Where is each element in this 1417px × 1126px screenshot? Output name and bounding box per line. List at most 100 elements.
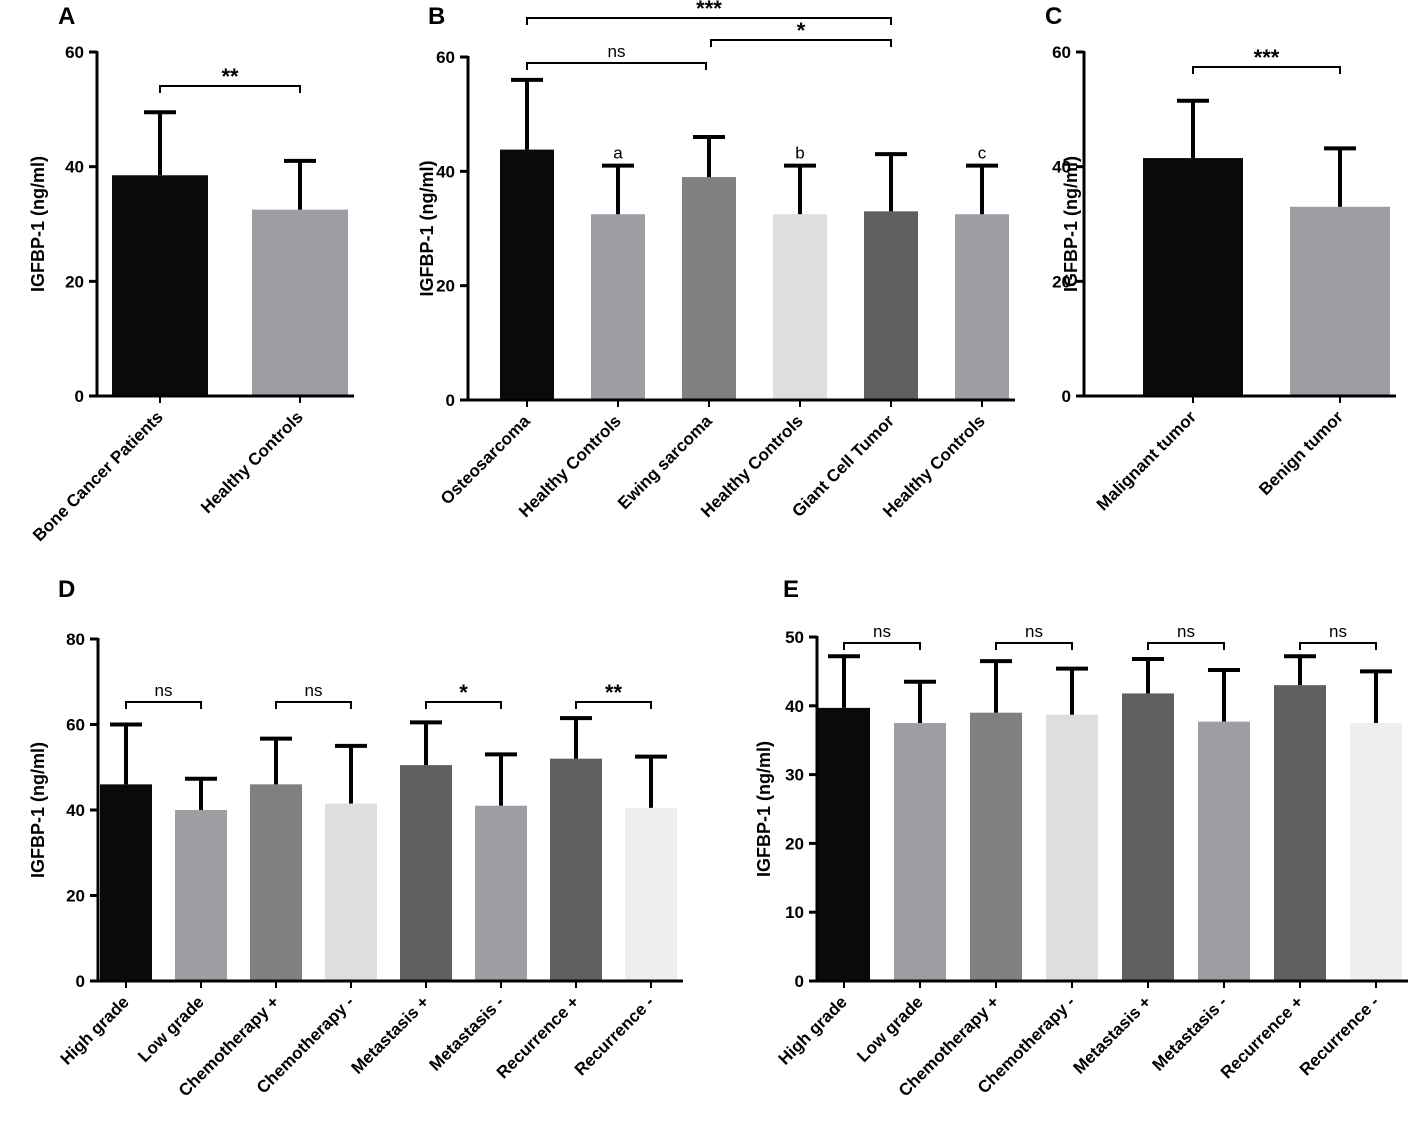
bar bbox=[550, 758, 602, 981]
category-label: Bone Cancer Patients bbox=[29, 407, 167, 545]
category-label: Recurrence - bbox=[1296, 992, 1383, 1079]
y-axis-label: IGFBP-1 (ng/ml) bbox=[754, 741, 774, 877]
panel-letter: C bbox=[1045, 3, 1062, 30]
significance-label: ns bbox=[1329, 622, 1347, 641]
category-label: Benign tumor bbox=[1255, 407, 1347, 499]
category-label: High grade bbox=[57, 992, 133, 1068]
significance-label: ns bbox=[155, 681, 173, 700]
significance-bracket bbox=[843, 642, 921, 650]
y-axis-label: IGFBP-1 (ng/ml) bbox=[417, 161, 437, 297]
y-tick-label: 40 bbox=[66, 801, 85, 820]
category-label: Ewing sarcoma bbox=[614, 411, 716, 513]
bar-letter: b bbox=[795, 144, 804, 163]
category-label: Metastasis - bbox=[426, 992, 508, 1074]
y-tick-label: 20 bbox=[785, 834, 804, 853]
significance-bracket bbox=[526, 17, 892, 25]
y-tick-label: 40 bbox=[785, 697, 804, 716]
category-label: Healthy Controls bbox=[197, 407, 307, 517]
significance-bracket bbox=[275, 701, 352, 709]
significance-bracket bbox=[575, 701, 652, 709]
significance-bracket bbox=[425, 701, 502, 709]
panel-letter: D bbox=[58, 576, 75, 603]
significance-label: ns bbox=[305, 681, 323, 700]
bar-letter: a bbox=[613, 144, 623, 163]
significance-label: * bbox=[459, 680, 468, 705]
y-tick-label: 0 bbox=[446, 391, 455, 410]
panel-letter: E bbox=[783, 576, 799, 603]
category-label: Metastasis + bbox=[348, 992, 433, 1077]
y-axis-label: IGFBP-1 (ng/ml) bbox=[1061, 156, 1081, 292]
bar bbox=[325, 803, 377, 981]
y-tick-label: 50 bbox=[785, 628, 804, 647]
panel-letter: B bbox=[428, 3, 445, 30]
y-axis-label: IGFBP-1 (ng/ml) bbox=[28, 742, 48, 878]
bar bbox=[1290, 206, 1390, 396]
y-tick-label: 60 bbox=[1052, 43, 1071, 62]
significance-label: ns bbox=[1177, 622, 1195, 641]
bar bbox=[1046, 714, 1098, 981]
bar bbox=[252, 209, 348, 396]
significance-label: ns bbox=[873, 622, 891, 641]
category-label: Low grade bbox=[134, 992, 208, 1066]
bar bbox=[100, 784, 152, 981]
bar bbox=[1198, 721, 1250, 981]
category-label: Metastasis - bbox=[1149, 992, 1231, 1074]
bar bbox=[591, 214, 645, 400]
significance-bracket bbox=[995, 642, 1073, 650]
y-tick-label: 10 bbox=[785, 903, 804, 922]
y-tick-label: 20 bbox=[65, 272, 84, 291]
y-tick-label: 40 bbox=[65, 158, 84, 177]
bar bbox=[112, 175, 208, 396]
y-tick-label: 0 bbox=[795, 972, 804, 991]
y-tick-label: 40 bbox=[1052, 158, 1071, 177]
bar bbox=[1122, 693, 1174, 981]
bar bbox=[500, 149, 554, 400]
y-axis-label: IGFBP-1 (ng/ml) bbox=[28, 156, 48, 292]
panel-letter: A bbox=[58, 3, 75, 30]
panel-b: B IGFBP-1 (ng/ml) Osteosarcoma a Healthy Con… bbox=[417, 0, 1015, 521]
significance-bracket bbox=[125, 701, 202, 709]
significance-bracket bbox=[1299, 642, 1377, 650]
bar bbox=[970, 712, 1022, 981]
bar bbox=[250, 784, 302, 981]
bar bbox=[1274, 685, 1326, 981]
y-tick-label: 0 bbox=[76, 972, 85, 991]
y-tick-label: 60 bbox=[65, 43, 84, 62]
bar bbox=[818, 707, 870, 981]
bar bbox=[773, 214, 827, 400]
significance-label: *** bbox=[696, 0, 722, 21]
bar bbox=[175, 810, 227, 981]
significance-bracket bbox=[159, 85, 301, 93]
panel-c: C IGFBP-1 (ng/ml) Malignant tumor Benign tu… bbox=[1045, 3, 1396, 514]
bar bbox=[400, 765, 452, 981]
bar bbox=[1143, 158, 1243, 396]
y-tick-label: 30 bbox=[785, 766, 804, 785]
y-tick-label: 20 bbox=[66, 887, 85, 906]
significance-label: ** bbox=[221, 64, 239, 89]
bar bbox=[864, 211, 918, 400]
y-tick-label: 0 bbox=[75, 387, 84, 406]
y-tick-label: 20 bbox=[1052, 272, 1071, 291]
y-tick-label: 40 bbox=[436, 162, 455, 181]
significance-label: ** bbox=[605, 680, 623, 705]
category-label: Low grade bbox=[853, 992, 927, 1066]
significance-bracket bbox=[710, 39, 892, 47]
bar bbox=[625, 807, 677, 981]
bar bbox=[682, 177, 736, 400]
y-tick-label: 0 bbox=[1062, 387, 1071, 406]
bar bbox=[475, 805, 527, 981]
category-label: Malignant tumor bbox=[1093, 407, 1200, 514]
bar bbox=[1350, 723, 1402, 981]
bar-letter: c bbox=[978, 144, 987, 163]
y-tick-label: 60 bbox=[66, 716, 85, 735]
category-label: Recurrence - bbox=[571, 992, 658, 1079]
significance-label: *** bbox=[1254, 45, 1280, 70]
significance-label: ns bbox=[1025, 622, 1043, 641]
category-label: Osteosarcoma bbox=[437, 411, 534, 508]
panel-a: A IGFBP-1 (ng/ml) Bone Cancer Patients Heal… bbox=[28, 3, 354, 545]
category-label: High grade bbox=[775, 992, 851, 1068]
significance-label: ns bbox=[608, 42, 626, 61]
